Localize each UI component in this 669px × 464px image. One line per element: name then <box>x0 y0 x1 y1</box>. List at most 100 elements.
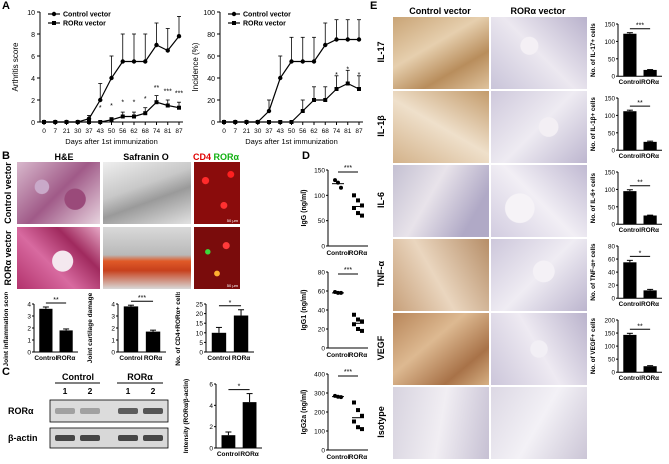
x-tick-label: 0 <box>42 128 46 135</box>
x-tick-label: 74 <box>333 128 341 135</box>
point-rora <box>352 312 356 317</box>
point-control <box>289 59 294 64</box>
x-tick-label: RORα <box>232 355 250 362</box>
point-rora <box>255 120 260 124</box>
legend-label: Control vector <box>63 12 111 19</box>
x-tick-label: 21 <box>63 128 71 135</box>
inflammation-bar-chart: 0 1 2 3 4 Control RORα ** Joint inflammation sco… <box>3 292 78 366</box>
point-rora <box>360 427 364 432</box>
point-rora <box>356 211 360 216</box>
y-tick-label: 20 <box>196 311 204 318</box>
ihc-control-image <box>392 90 490 165</box>
x-tick-label: RORα <box>144 355 162 362</box>
point-rora <box>64 120 69 124</box>
y-tick-label: 40 <box>608 270 616 277</box>
y-tick-label: 20 <box>207 98 215 105</box>
point-control <box>339 185 343 190</box>
y-tick-label: 100 <box>314 429 325 436</box>
bar-rora <box>242 402 257 448</box>
y-tick-label: 150 <box>604 22 615 29</box>
y-tick-label: 4 <box>111 302 115 309</box>
y-tick-label: 2 <box>27 326 31 333</box>
significance-star: *** <box>138 295 146 302</box>
y-tick-label: 50 <box>318 218 326 225</box>
x-tick-label: 21 <box>243 128 251 135</box>
x-tick-label: 87 <box>355 128 363 135</box>
significance-star: * <box>229 300 232 307</box>
significance-star: ** <box>154 85 160 92</box>
point-rora <box>323 98 328 102</box>
blot-band-actin <box>80 435 100 441</box>
point-rora <box>87 120 91 124</box>
row-label-rora: RORα vector <box>3 230 13 286</box>
x-tick-label: 81 <box>164 128 172 135</box>
y-axis-label: IgG2a (ng/ml) <box>301 390 308 435</box>
bar-control <box>623 191 637 225</box>
x-tick-label: Control <box>217 451 240 458</box>
point-rora <box>98 120 103 124</box>
x-tick-label: RORα <box>641 227 659 234</box>
y-tick-label: 0 <box>611 222 615 229</box>
safranin-header: Safranin O <box>123 152 169 162</box>
x-tick-label: Control <box>619 153 642 160</box>
y-tick-label: 6 <box>209 382 213 389</box>
point-rora <box>360 203 364 208</box>
ihc-control-image <box>392 238 490 313</box>
point-rora <box>300 109 305 113</box>
ihc-rora-image <box>490 16 588 91</box>
y-tick-label: 40 <box>318 308 326 315</box>
row-label-actin: β-actin <box>8 433 38 443</box>
point-rora <box>357 87 361 91</box>
bar-rora <box>643 215 657 225</box>
significance-star: *** <box>636 23 644 30</box>
group-label-control: Control <box>62 372 94 382</box>
ihc-rora-image <box>490 238 588 313</box>
point-rora <box>352 193 356 198</box>
group-label-rora: RORα <box>127 372 153 382</box>
ihc-control-image <box>392 312 490 387</box>
point-control <box>323 42 328 48</box>
x-tick-label: 68 <box>142 128 150 135</box>
x-tick-label: Control <box>619 375 642 382</box>
y-tick-label: 2 <box>209 424 213 431</box>
significance-star: * <box>110 103 113 110</box>
point-rora <box>312 98 316 102</box>
y-tick-label: 400 <box>314 372 325 379</box>
significance-star: ** <box>53 297 59 304</box>
y-tick-label: 60 <box>318 289 326 296</box>
significance-star: * <box>144 96 147 103</box>
blot-band-rora <box>80 408 100 414</box>
legend-label: RORα vector <box>243 21 286 28</box>
x-tick-label: 74 <box>153 128 161 135</box>
y-tick-label: 20 <box>608 283 616 290</box>
lane-label: 1 <box>63 386 68 396</box>
y-tick-label: 4 <box>209 403 213 410</box>
y-tick-label: 0 <box>27 350 31 357</box>
bar-control <box>211 332 227 352</box>
point-rora <box>360 328 364 333</box>
x-tick-label: 56 <box>119 128 127 135</box>
x-tick-label: RORα <box>349 454 367 461</box>
significance-star: * <box>335 72 338 79</box>
y-axis-label: No. of CD4+RORα+ cells <box>175 292 182 366</box>
point-rora <box>334 87 339 91</box>
y-axis-label: No. of IL-17+ cells <box>590 23 597 77</box>
x-tick-label: RORα <box>641 153 659 160</box>
y-tick-label: 0 <box>321 244 325 251</box>
point-rora <box>154 100 159 105</box>
he-rora-image <box>17 227 100 289</box>
x-tick-label: 30 <box>74 128 82 135</box>
significance-star: * <box>133 100 136 107</box>
significance-star: * <box>346 67 349 74</box>
e-header-control: Control vector <box>409 6 471 16</box>
y-tick-label: 200 <box>314 410 325 417</box>
panel-label-e: E <box>370 0 378 12</box>
point-rora <box>143 111 148 116</box>
blot-rora-strip <box>49 399 169 423</box>
ihc-rora-image <box>490 386 588 461</box>
point-rora <box>360 319 364 324</box>
y-axis-label: No. of VEGF+ cells <box>590 318 597 375</box>
x-tick-label: Control <box>119 355 142 362</box>
he-control-image <box>17 162 100 224</box>
